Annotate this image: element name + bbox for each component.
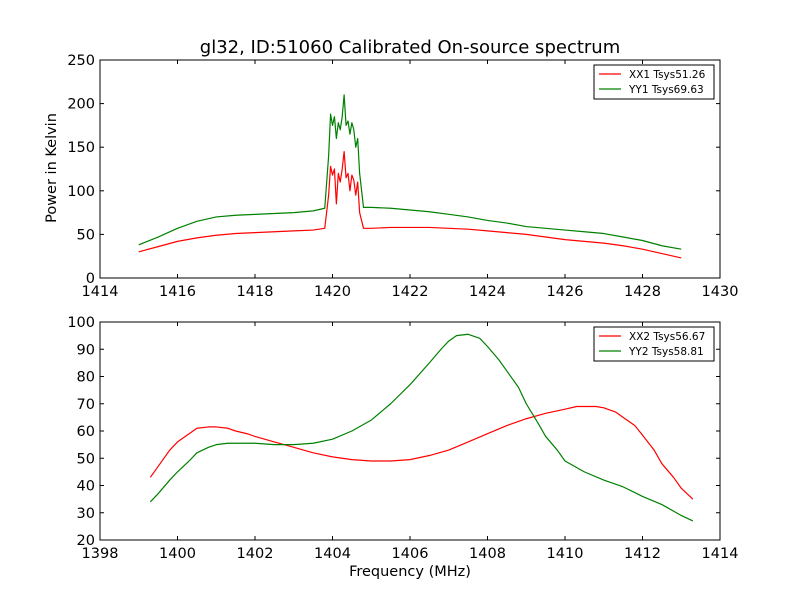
bottom-plot: 1398 1400 1402 1404 1406 1408 1410 1412 1414 20 30… <box>67 315 738 562</box>
bottom-x-tick-label: 1404 <box>314 546 351 562</box>
bottom-x-tick-label: 1406 <box>392 546 429 562</box>
bottom-y-tick-label: 50 <box>77 451 95 467</box>
top-x-tick-label: 1426 <box>547 284 584 300</box>
top-legend-label-2: YY1 Tsys69.63 <box>628 84 704 96</box>
bottom-series-line-2 <box>149 333 694 522</box>
top-series-line-1 <box>138 150 682 259</box>
top-x-tick-label: 1428 <box>624 284 661 300</box>
top-y-tick-label: 150 <box>67 140 95 156</box>
bottom-y-tick-label: 30 <box>77 506 95 522</box>
bottom-x-tick-label: 1400 <box>159 546 196 562</box>
top-legend-box <box>593 64 715 100</box>
bottom-x-axis-label: Frequency (MHz) <box>349 564 471 580</box>
top-y-tick-label: 250 <box>67 53 95 69</box>
bottom-legend: XX2 Tsys56.67 YY2 Tsys58.81 <box>593 326 715 362</box>
bottom-x-tick-label: 1398 <box>82 546 119 562</box>
bottom-y-tick-label: 90 <box>77 342 95 358</box>
bottom-y-tick-label: 20 <box>77 533 95 549</box>
top-x-tick-label: 1424 <box>469 284 506 300</box>
top-y-tick-label: 50 <box>77 227 95 243</box>
bottom-x-tick-label: 1412 <box>624 546 661 562</box>
top-x-tick-label: 1414 <box>82 284 119 300</box>
top-x-tick-label: 1422 <box>392 284 429 300</box>
top-x-tick-label: 1420 <box>314 284 351 300</box>
top-legend-label-1: XX1 Tsys51.26 <box>629 69 706 81</box>
top-x-tick-label: 1430 <box>702 284 739 300</box>
top-x-tick-label: 1418 <box>237 284 274 300</box>
bottom-y-tick-label: 60 <box>77 424 95 440</box>
bottom-series-line-1 <box>149 405 694 500</box>
top-legend: XX1 Tsys51.26 YY1 Tsys69.63 <box>593 64 715 100</box>
bottom-legend-label-1: XX2 Tsys56.67 <box>629 331 705 343</box>
top-y-tick-label: 200 <box>67 97 95 113</box>
bottom-y-tick-label: 100 <box>67 315 95 331</box>
bottom-x-tick-label: 1414 <box>702 546 739 562</box>
top-y-axis-label: Power in Kelvin <box>44 113 60 223</box>
bottom-legend-label-2: YY2 Tsys58.81 <box>628 346 704 358</box>
bottom-y-tick-label: 80 <box>77 370 95 386</box>
top-y-tick-label: 0 <box>86 271 95 287</box>
chart-title: gl32, ID:51060 Calibrated On-source spec… <box>200 37 620 58</box>
bottom-x-tick-label: 1408 <box>469 546 506 562</box>
bottom-x-tick-label: 1410 <box>547 546 584 562</box>
top-x-tick-label: 1416 <box>159 284 196 300</box>
bottom-y-tick-label: 70 <box>77 397 95 413</box>
top-y-tick-label: 100 <box>67 184 95 200</box>
top-plot: 1414 1416 1418 1420 1422 1424 1426 1428 1430 0 50 1… <box>67 53 738 300</box>
top-series-line-2 <box>138 94 682 250</box>
bottom-y-tick-label: 40 <box>77 479 95 495</box>
bottom-x-tick-label: 1402 <box>237 546 274 562</box>
bottom-legend-box <box>593 326 715 362</box>
